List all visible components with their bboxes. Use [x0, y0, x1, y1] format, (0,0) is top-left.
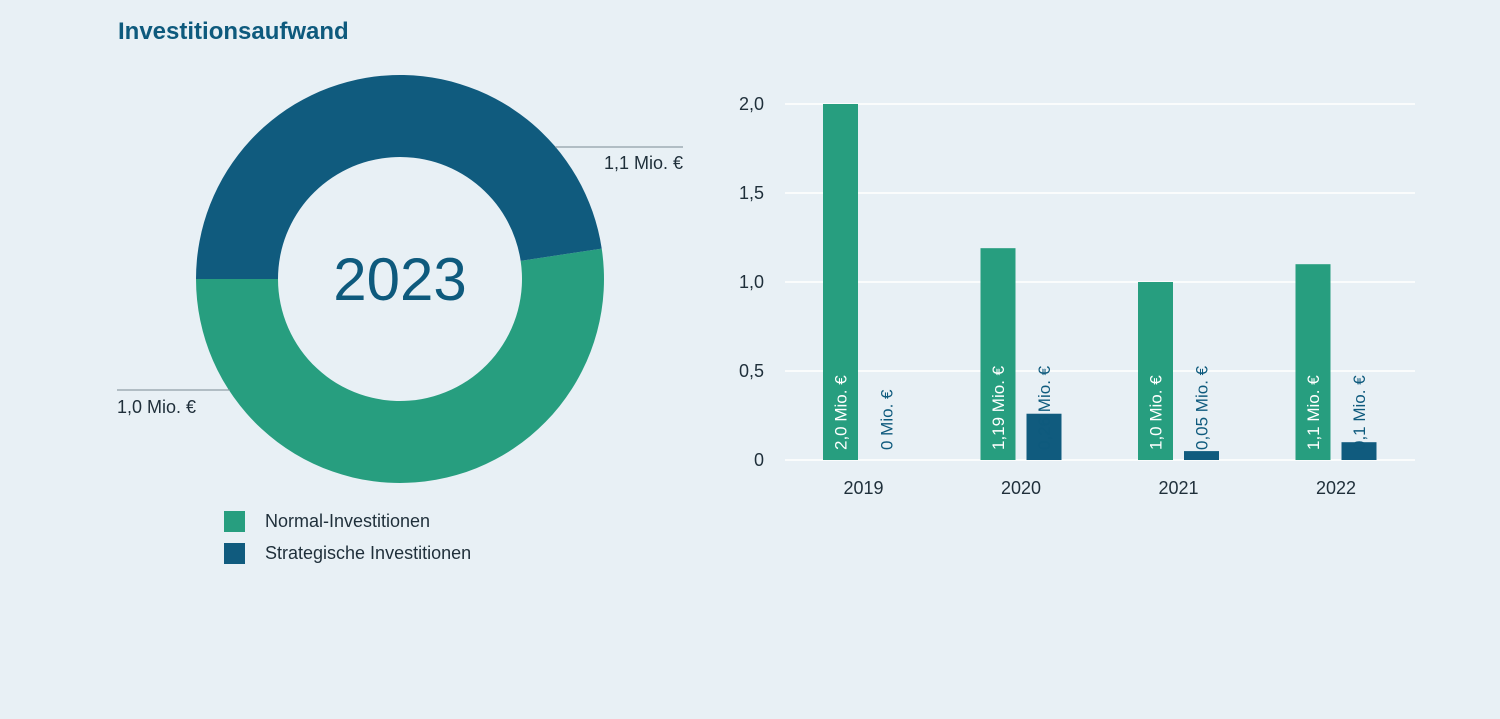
x-tick-label: 2019: [843, 478, 883, 498]
bar-value-label-strategic-2020: 0,26 Mio. €: [1035, 365, 1054, 450]
x-tick-label: 2022: [1316, 478, 1356, 498]
legend-item-normal: Normal-Investitionen: [224, 505, 471, 537]
legend-label-normal: Normal-Investitionen: [265, 510, 431, 531]
bar-normal-2020: [980, 248, 1016, 460]
chart-title: Investitionsaufwand: [118, 18, 349, 45]
donut-chart: 1,1 Mio. € 1,0 Mio. € 2023: [117, 75, 683, 483]
bar-value-label-normal-2020: 1,19 Mio. €: [989, 365, 1008, 450]
x-tick-label: 2020: [1001, 478, 1041, 498]
slice-label-strategic: 1,0 Mio. €: [117, 397, 196, 417]
donut-center-year: 2023: [333, 246, 466, 313]
legend-label-strategic: Strategische Investitionen: [265, 542, 472, 563]
donut-slice-normal: [196, 248, 604, 483]
bar-value-label-normal-2021: 1,0 Mio. €: [1147, 375, 1166, 450]
bar-value-label-strategic-2019: 0 Mio. €: [878, 389, 897, 450]
y-tick-label: 0,5: [739, 361, 764, 381]
legend-swatch-normal: [224, 510, 245, 532]
y-tick-label: 2,0: [739, 94, 764, 114]
legend-item-strategic: Strategische Investitionen: [224, 537, 471, 569]
x-tick-label: 2021: [1158, 478, 1198, 498]
bar-normal-2022: [1295, 264, 1331, 460]
slice-label-normal: 1,1 Mio. €: [604, 153, 683, 173]
bar-strategic-2020: [1026, 413, 1062, 460]
y-tick-label: 1,5: [739, 183, 764, 203]
bar-value-label-normal-2022: 1,1 Mio. €: [1304, 375, 1323, 450]
donut-slice-strategic: [196, 75, 602, 279]
y-tick-label: 0: [754, 450, 764, 470]
legend-swatch-strategic: [224, 542, 245, 564]
bar-strategic-2021: [1184, 451, 1219, 460]
bar-value-label-strategic-2022: 0,1 Mio. €: [1350, 375, 1369, 450]
y-tick-label: 1,0: [739, 272, 764, 292]
bar-value-label-strategic-2021: 0,05 Mio. €: [1193, 365, 1212, 450]
bar-normal-2019: [823, 104, 858, 460]
bar-strategic-2022: [1341, 442, 1377, 460]
bar-value-label-normal-2019: 2,0 Mio. €: [832, 375, 851, 450]
bar-normal-2021: [1138, 282, 1173, 460]
legend: Normal-Investitionen Strategische Invest…: [224, 505, 471, 569]
bar-chart: 0 0,5 1,0 1,5 2,0 2,0 Mio. € 0 Mio. € 2019 1,19 …: [739, 94, 1415, 498]
